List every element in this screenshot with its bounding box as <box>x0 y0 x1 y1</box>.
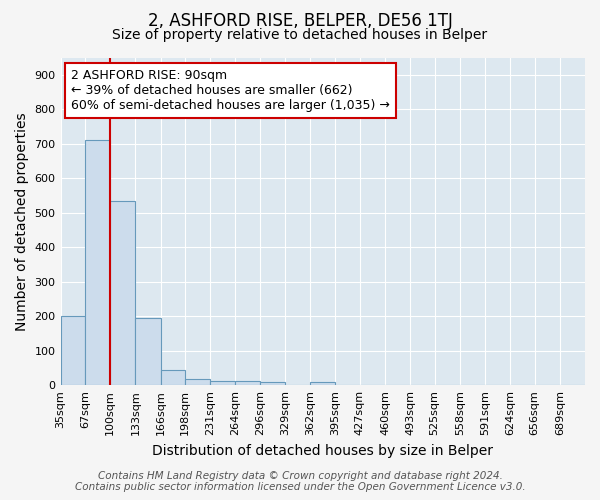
Bar <box>110 200 136 385</box>
Bar <box>85 140 110 385</box>
Bar <box>235 381 260 385</box>
X-axis label: Distribution of detached houses by size in Belper: Distribution of detached houses by size … <box>152 444 493 458</box>
Text: Contains HM Land Registry data © Crown copyright and database right 2024.
Contai: Contains HM Land Registry data © Crown c… <box>74 471 526 492</box>
Text: 2 ASHFORD RISE: 90sqm
← 39% of detached houses are smaller (662)
60% of semi-det: 2 ASHFORD RISE: 90sqm ← 39% of detached … <box>71 69 390 112</box>
Bar <box>185 379 210 385</box>
Text: Size of property relative to detached houses in Belper: Size of property relative to detached ho… <box>112 28 488 42</box>
Bar <box>210 380 235 385</box>
Text: 2, ASHFORD RISE, BELPER, DE56 1TJ: 2, ASHFORD RISE, BELPER, DE56 1TJ <box>148 12 452 30</box>
Bar <box>161 370 185 385</box>
Bar <box>260 382 285 385</box>
Bar <box>61 316 85 385</box>
Bar <box>136 318 161 385</box>
Y-axis label: Number of detached properties: Number of detached properties <box>15 112 29 330</box>
Bar <box>310 382 335 385</box>
